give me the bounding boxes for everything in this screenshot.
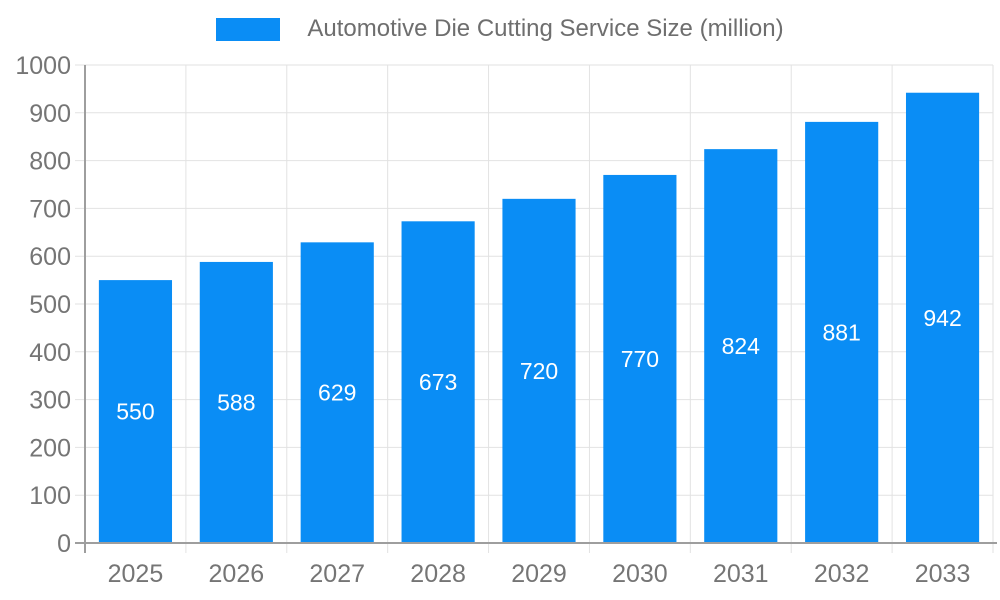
y-axis-label: 600 (29, 243, 71, 271)
bar-2028 (401, 221, 475, 543)
x-axis-label: 2033 (915, 560, 971, 588)
x-axis-label: 2026 (209, 560, 265, 588)
legend: Automotive Die Cutting Service Size (mil… (0, 17, 1000, 41)
bar-2026 (199, 261, 273, 543)
bar-2025 (98, 280, 173, 543)
x-axis-label: 2032 (814, 560, 870, 588)
bar-value-label: 770 (621, 346, 659, 372)
bar-2029 (502, 198, 576, 543)
bar-value-label: 550 (116, 399, 154, 425)
bar-value-label: 673 (419, 369, 457, 395)
x-axis-label: 2030 (612, 560, 668, 588)
x-axis-label: 2029 (511, 560, 567, 588)
x-axis-label: 2031 (713, 560, 769, 588)
bar-value-label: 824 (722, 333, 761, 359)
y-axis-label: 1000 (15, 52, 71, 80)
bar-2032 (805, 121, 879, 543)
y-axis-label: 900 (29, 100, 71, 128)
x-axis-label: 2028 (410, 560, 466, 588)
y-axis-label: 200 (29, 434, 71, 462)
bar-value-label: 588 (217, 389, 255, 415)
y-axis-label: 800 (29, 148, 71, 176)
y-axis-label: 700 (29, 195, 71, 223)
x-axis-label: 2025 (108, 560, 164, 588)
y-axis-label: 300 (29, 387, 71, 415)
y-axis-label: 100 (29, 482, 71, 510)
y-axis-label: 0 (57, 530, 71, 558)
x-axis-label: 2027 (309, 560, 365, 588)
legend-label: Automotive Die Cutting Service Size (mil… (307, 15, 784, 42)
legend-swatch (216, 17, 281, 41)
bar-value-label: 881 (822, 319, 860, 345)
y-axis-label: 500 (29, 291, 71, 319)
bar-value-label: 720 (520, 358, 558, 384)
bar-value-label: 629 (318, 380, 356, 406)
bar-value-label: 942 (923, 305, 961, 331)
bar-2030 (603, 174, 677, 543)
y-axis-label: 400 (29, 339, 71, 367)
bar-2031 (704, 149, 778, 544)
bar-2027 (300, 242, 374, 543)
bar-2033 (905, 92, 980, 543)
